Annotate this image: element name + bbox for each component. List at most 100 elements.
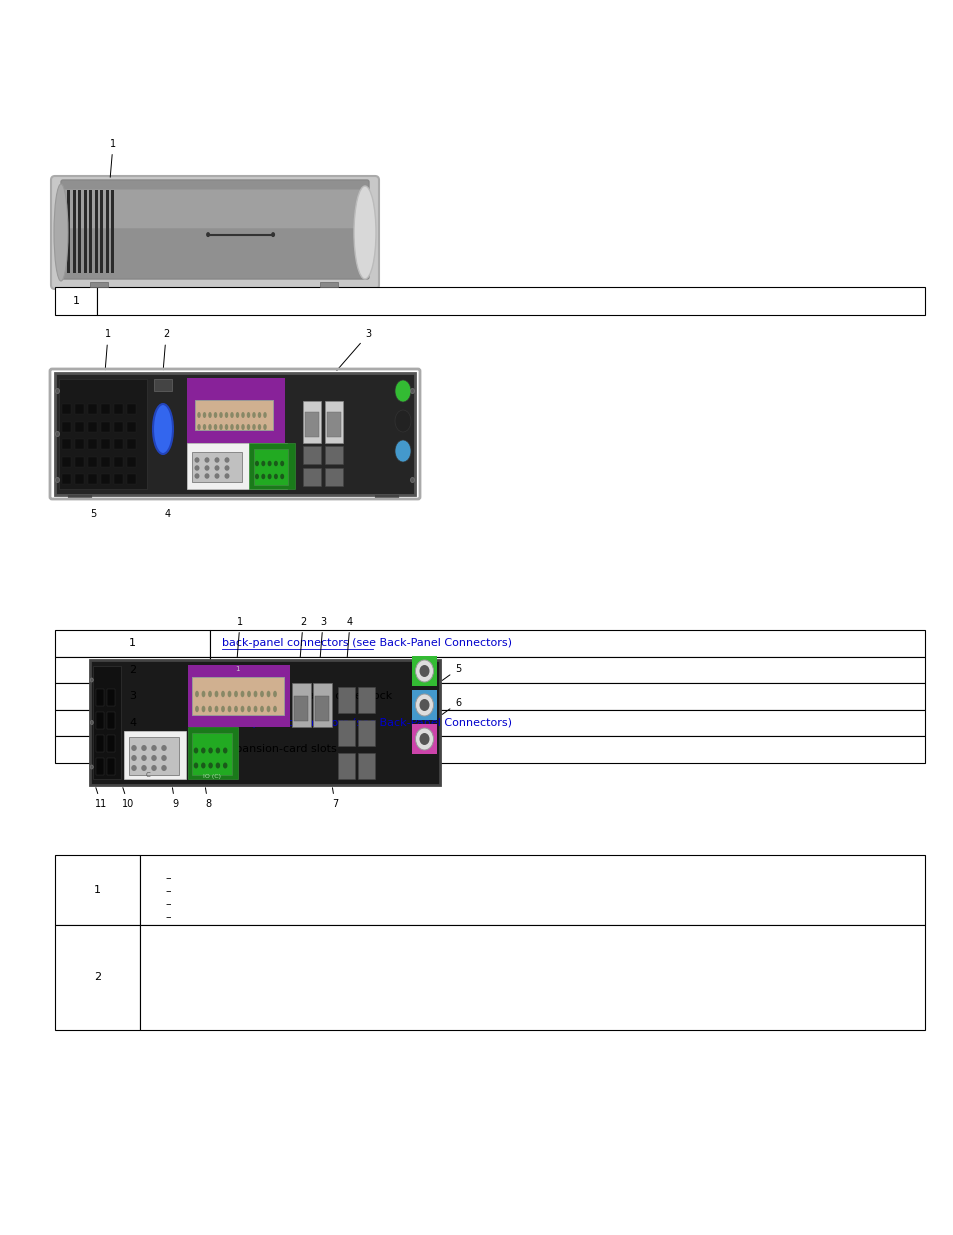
Text: 2: 2	[163, 330, 169, 369]
Ellipse shape	[223, 762, 227, 768]
Bar	[72, 190, 75, 273]
Ellipse shape	[254, 474, 258, 479]
Bar	[253, 450, 288, 485]
Ellipse shape	[214, 457, 219, 463]
Bar	[140, 925, 924, 1030]
Text: –: –	[165, 885, 171, 897]
Text: 1: 1	[72, 296, 79, 306]
Ellipse shape	[214, 690, 218, 698]
Bar	[113, 474, 122, 484]
Text: 4: 4	[129, 718, 136, 727]
Ellipse shape	[132, 745, 136, 751]
Ellipse shape	[253, 690, 257, 698]
Ellipse shape	[247, 424, 250, 430]
Bar	[88, 421, 96, 431]
Bar	[113, 421, 122, 431]
Bar	[55, 287, 97, 315]
Bar	[90, 282, 108, 287]
Ellipse shape	[271, 232, 274, 237]
Bar	[96, 689, 104, 706]
Bar	[55, 657, 210, 683]
Bar	[75, 404, 84, 414]
Ellipse shape	[201, 762, 205, 768]
Bar	[292, 683, 311, 727]
Ellipse shape	[152, 764, 156, 771]
Bar	[55, 855, 140, 925]
Text: 1: 1	[236, 618, 243, 657]
FancyBboxPatch shape	[62, 189, 368, 228]
Ellipse shape	[416, 727, 433, 750]
Ellipse shape	[274, 461, 277, 467]
Ellipse shape	[208, 747, 213, 753]
Ellipse shape	[223, 747, 227, 753]
Bar	[78, 190, 81, 273]
Ellipse shape	[161, 755, 167, 761]
Bar	[55, 736, 210, 762]
Bar	[62, 474, 71, 484]
Bar	[319, 282, 337, 287]
Bar	[88, 457, 96, 467]
Bar	[127, 474, 135, 484]
Ellipse shape	[247, 690, 251, 698]
Ellipse shape	[233, 705, 237, 713]
Bar	[113, 457, 122, 467]
Ellipse shape	[224, 473, 230, 479]
Bar	[303, 401, 320, 443]
Bar	[75, 474, 84, 484]
Text: 3: 3	[129, 692, 136, 701]
Bar	[140, 855, 924, 925]
Text: 2: 2	[129, 664, 136, 674]
Ellipse shape	[419, 664, 429, 677]
Bar	[75, 438, 84, 450]
Text: 10: 10	[122, 788, 134, 809]
Text: 6: 6	[442, 698, 460, 714]
Text: back-panel connectors (see Back-Panel Connectors): back-panel connectors (see Back-Panel Co…	[222, 718, 512, 727]
Bar	[412, 690, 436, 720]
Bar	[107, 689, 115, 706]
Ellipse shape	[274, 474, 277, 479]
Bar	[101, 404, 110, 414]
Bar	[101, 474, 110, 484]
Bar	[100, 190, 103, 273]
Ellipse shape	[208, 412, 212, 417]
Ellipse shape	[194, 473, 199, 479]
FancyBboxPatch shape	[61, 180, 369, 279]
Ellipse shape	[233, 690, 237, 698]
Bar	[188, 664, 290, 727]
Bar	[97, 287, 924, 315]
Bar	[62, 404, 71, 414]
Bar	[59, 379, 147, 489]
Ellipse shape	[240, 690, 244, 698]
Text: –: –	[165, 873, 171, 883]
Bar	[192, 734, 232, 776]
Bar	[55, 373, 415, 495]
Bar	[107, 735, 115, 752]
Ellipse shape	[257, 412, 261, 417]
Ellipse shape	[235, 424, 239, 430]
Bar	[187, 443, 287, 489]
Ellipse shape	[260, 705, 264, 713]
Bar	[107, 758, 115, 776]
Ellipse shape	[263, 412, 267, 417]
Ellipse shape	[252, 412, 255, 417]
Ellipse shape	[152, 745, 156, 751]
Bar	[412, 656, 436, 685]
Ellipse shape	[204, 473, 210, 479]
Bar	[55, 925, 140, 1030]
Bar	[324, 446, 342, 464]
Bar	[88, 404, 96, 414]
Ellipse shape	[266, 705, 270, 713]
Bar	[305, 412, 318, 437]
Ellipse shape	[395, 410, 411, 432]
Ellipse shape	[215, 762, 220, 768]
Ellipse shape	[354, 186, 375, 279]
Ellipse shape	[247, 705, 251, 713]
Bar	[210, 683, 924, 709]
Bar	[127, 438, 135, 450]
Bar	[94, 190, 97, 273]
Bar	[88, 474, 96, 484]
Bar	[111, 190, 113, 273]
Ellipse shape	[55, 431, 59, 436]
Text: 3: 3	[336, 330, 371, 370]
Bar	[192, 677, 284, 715]
